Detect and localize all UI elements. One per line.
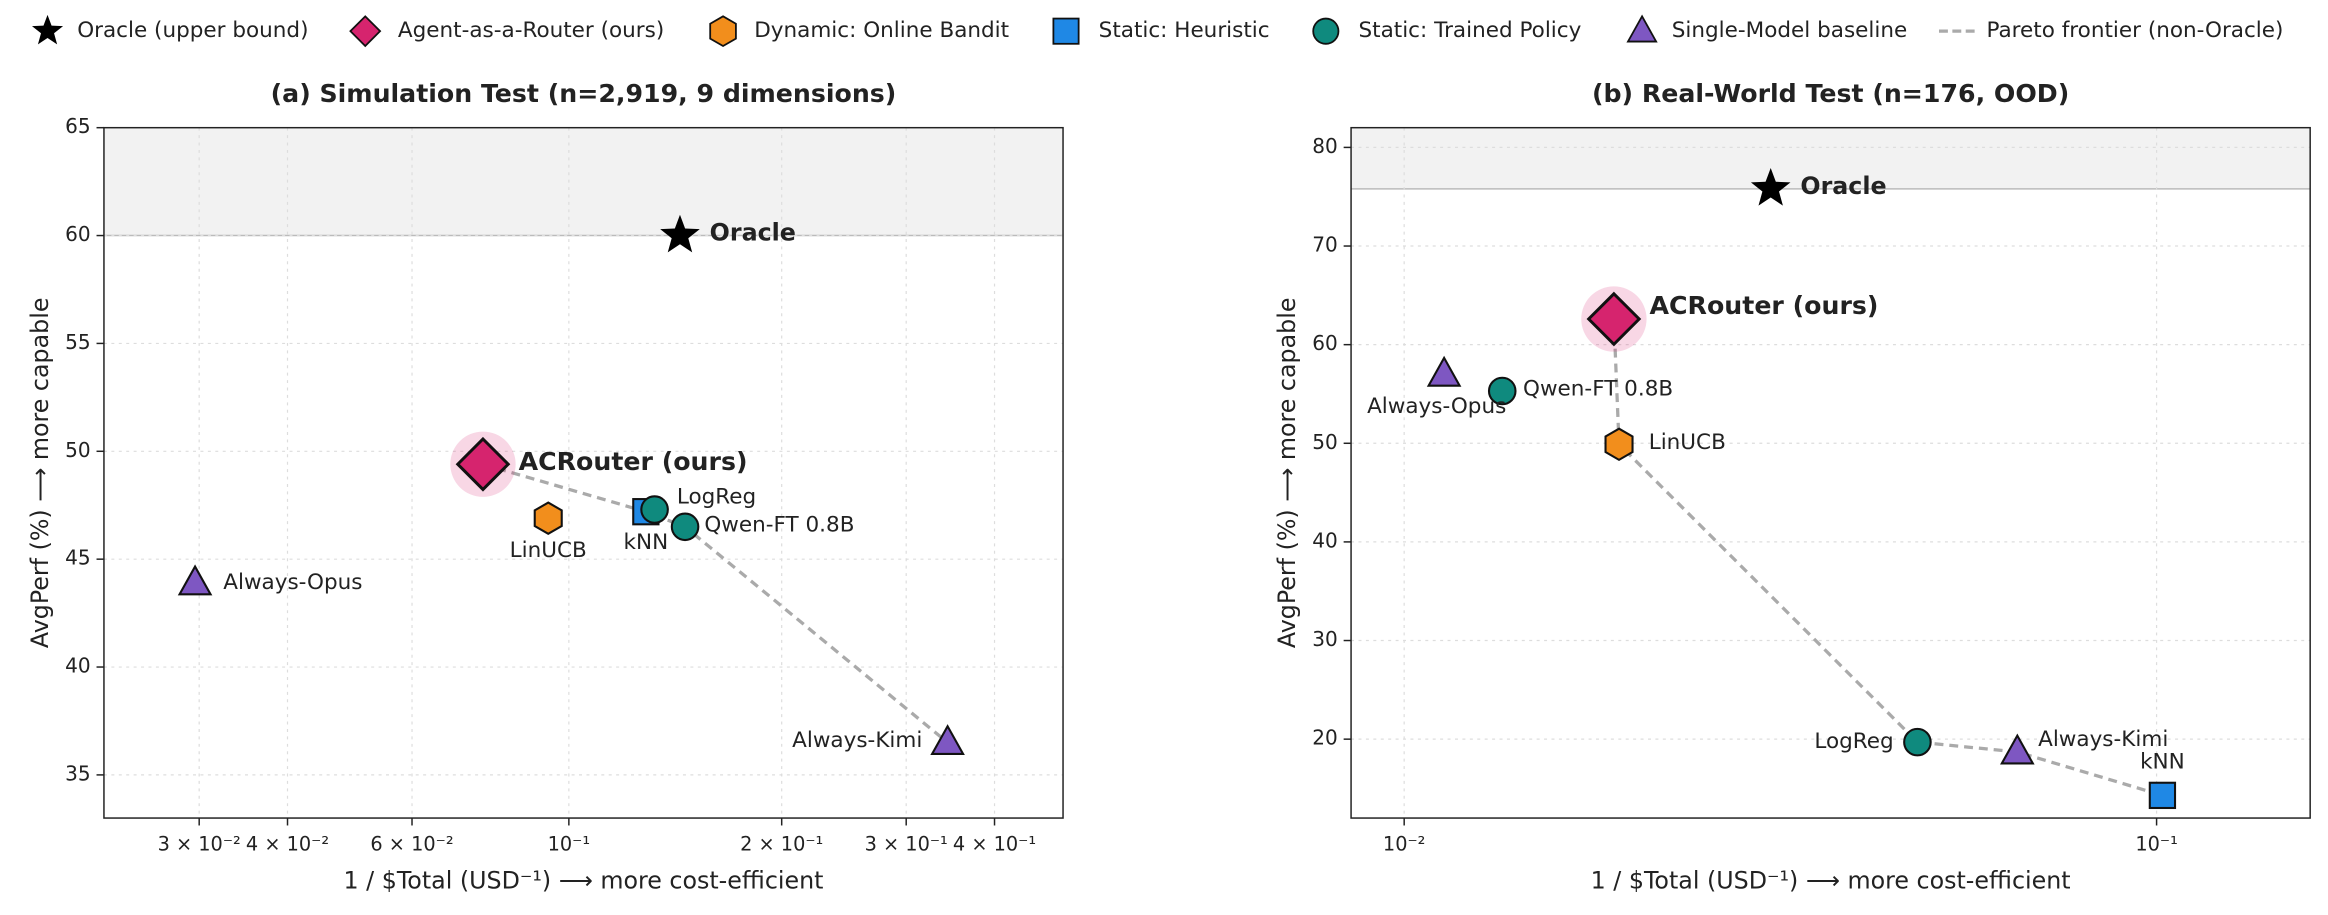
legend-marker (1626, 14, 1658, 43)
y-axis-label: AvgPerf (%) ⟶ more capable (1273, 298, 1301, 649)
legend-label: Agent-as-a-Router (ours) (398, 18, 664, 43)
point-label: Always-Opus (223, 570, 362, 595)
x-tick-label: 4 × 10⁻² (246, 832, 329, 855)
data-point (930, 724, 965, 756)
y-tick-label: 30 (1312, 627, 1338, 651)
y-tick-label: 45 (65, 546, 91, 570)
x-tick-label: 10⁻¹ (2135, 832, 2177, 855)
chart-title: (b) Real-World Test (n=176, OOD) (1592, 79, 2069, 108)
y-tick-label: 70 (1312, 233, 1338, 257)
point-label: Oracle (710, 219, 796, 247)
x-tick-label: 10⁻¹ (548, 832, 590, 855)
y-tick-label: 50 (1312, 430, 1338, 454)
legend-marker (349, 15, 382, 48)
chart-title: (a) Simulation Test (n=2,919, 9 dimensio… (271, 79, 897, 108)
point-label: Always-Kimi (792, 728, 922, 753)
oracle-band (1351, 127, 2311, 189)
y-tick-label: 35 (65, 761, 91, 785)
x-tick-label: 2 × 10⁻¹ (740, 832, 823, 855)
x-tick-label: 4 × 10⁻¹ (953, 832, 1036, 855)
point-label: LinUCB (510, 538, 587, 563)
legend-label: Oracle (upper bound) (77, 18, 308, 43)
y-tick-label: 50 (65, 438, 91, 462)
y-axis-label: AvgPerf (%) ⟶ more capable (26, 298, 54, 649)
legend-label: Pareto frontier (non-Oracle) (1987, 18, 2284, 43)
legend-label: Dynamic: Online Bandit (754, 18, 1009, 43)
x-tick-label: 3 × 10⁻¹ (865, 832, 948, 855)
oracle-band (103, 127, 1064, 236)
point-label: LogReg (677, 485, 756, 510)
data-point (533, 501, 563, 535)
x-tick-label: 6 × 10⁻² (370, 832, 453, 855)
y-tick-label: 40 (65, 654, 91, 678)
data-point (455, 436, 511, 492)
plot-frame (103, 126, 1064, 819)
data-point (670, 512, 700, 542)
legend-marker (31, 14, 64, 45)
x-axis-label: 1 / $Total (USD⁻¹) ⟶ more cost-efficient (1591, 866, 2071, 894)
data-point (2000, 733, 2035, 765)
data-point (1426, 355, 1462, 387)
point-label: kNN (624, 530, 669, 555)
x-axis-label: 1 / $Total (USD⁻¹) ⟶ more cost-efficient (344, 866, 824, 894)
data-point (177, 564, 213, 596)
y-tick-label: 60 (65, 222, 91, 246)
data-point (1604, 427, 1634, 462)
y-tick-label: 65 (65, 114, 91, 138)
point-label: kNN (2140, 750, 2185, 775)
legend-marker (1052, 17, 1080, 45)
point-label: LogReg (1814, 729, 1893, 754)
legend-marker (1312, 17, 1340, 45)
y-tick-label: 40 (1312, 528, 1338, 552)
point-label: Oracle (1800, 172, 1886, 200)
x-tick-label: 3 × 10⁻² (158, 832, 241, 855)
data-point (640, 495, 669, 524)
legend-label: Static: Heuristic (1099, 18, 1270, 43)
point-label: Qwen-FT 0.8B (704, 512, 854, 537)
point-label: Always-Opus (1367, 394, 1506, 419)
data-point (1750, 168, 1791, 206)
data-point (1487, 376, 1517, 406)
x-tick-label: 10⁻² (1383, 832, 1425, 855)
point-label: ACRouter (ours) (519, 447, 748, 476)
y-tick-label: 80 (1312, 134, 1338, 158)
y-tick-label: 20 (1312, 726, 1338, 750)
point-label: LinUCB (1649, 430, 1726, 455)
pareto-frontier (1612, 318, 2163, 797)
data-point (2148, 781, 2177, 810)
point-label: Always-Kimi (2038, 727, 2168, 752)
y-tick-label: 60 (1312, 331, 1338, 355)
legend-marker (709, 15, 737, 48)
data-point (1586, 291, 1642, 347)
data-point (1903, 727, 1932, 757)
point-label: ACRouter (ours) (1650, 291, 1879, 320)
y-tick-label: 55 (65, 330, 91, 354)
point-label: Qwen-FT 0.8B (1523, 377, 1673, 402)
legend-label: Single-Model baseline (1672, 18, 1907, 43)
plot-frame (1350, 126, 2311, 819)
legend-label: Static: Trained Policy (1358, 18, 1581, 43)
data-point (660, 214, 700, 253)
